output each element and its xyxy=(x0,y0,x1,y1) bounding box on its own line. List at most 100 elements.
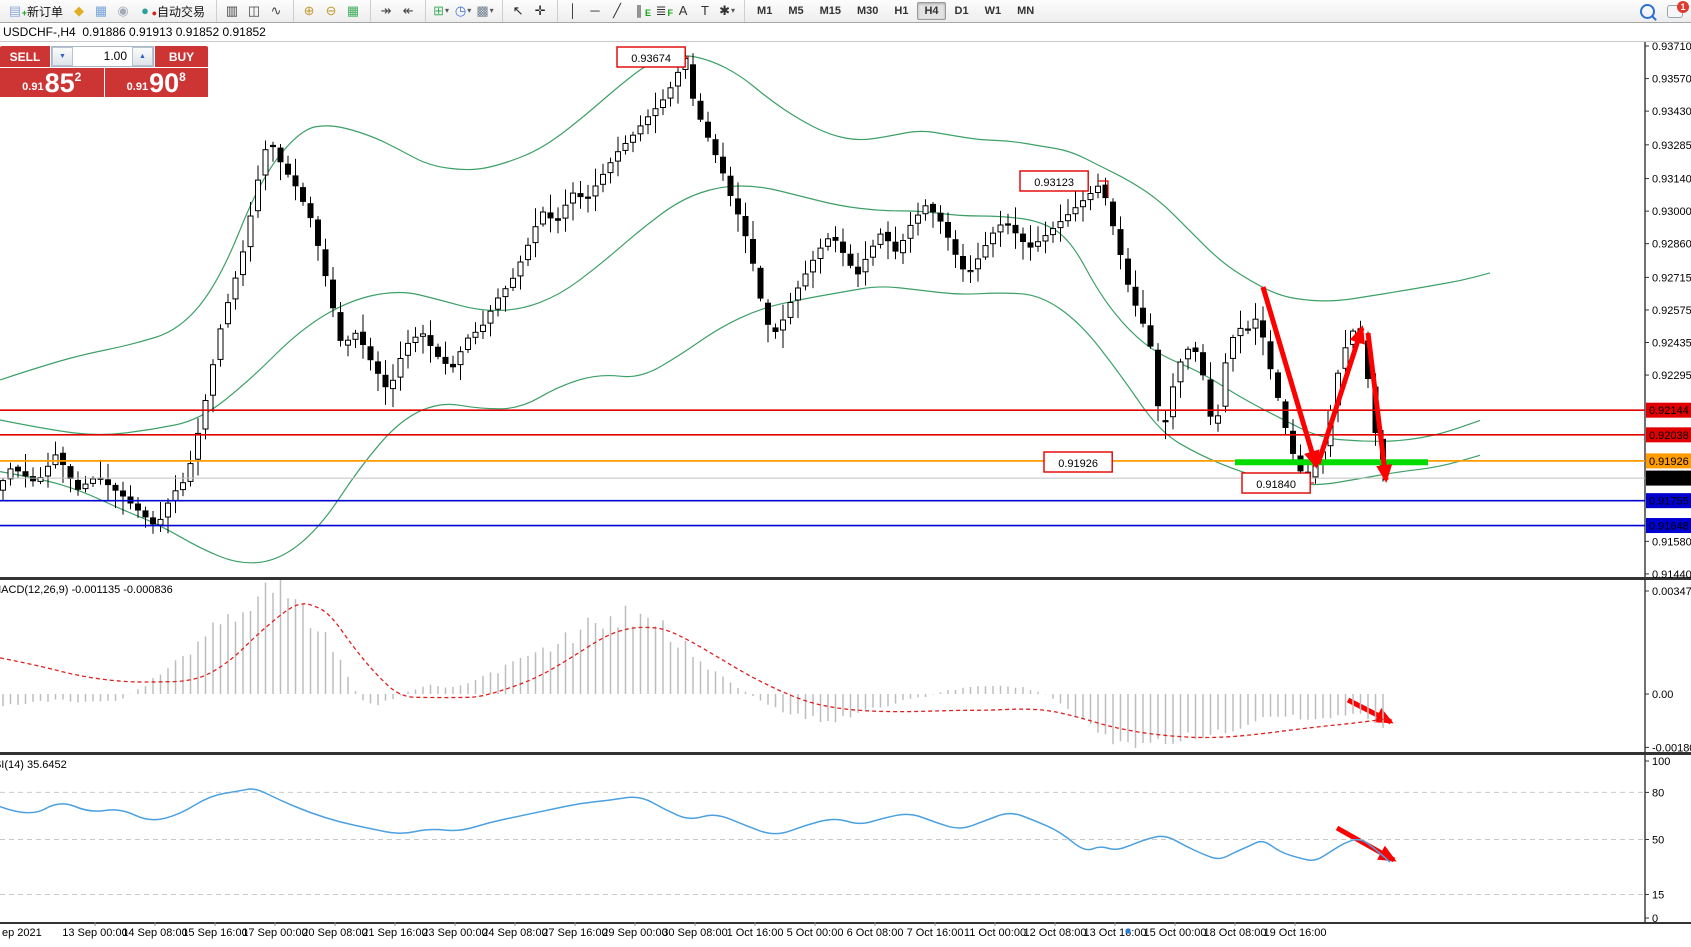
price-axis-tick: 0.93570 xyxy=(1652,74,1691,86)
bar-chart-button[interactable]: ▥ xyxy=(225,3,239,18)
trend-arrow[interactable] xyxy=(1346,697,1394,725)
chart-top-border xyxy=(0,41,1691,42)
buy-price-display[interactable]: 0.91 90 8 xyxy=(104,68,208,98)
zoom-in-button[interactable]: ⊕ xyxy=(303,3,315,18)
candlestick-button[interactable]: ◫ xyxy=(247,3,261,18)
toolbar-group: ↠ ↞ xyxy=(370,0,423,22)
rsi-axis-tick: 80 xyxy=(1652,787,1664,799)
profiles-button[interactable]: ◷ ▾ xyxy=(454,3,472,18)
chart-shift-button[interactable]: ↞ xyxy=(402,3,414,18)
price-axis-label: 0.92144 xyxy=(1649,405,1689,417)
volume-increase-button[interactable]: ▲ xyxy=(132,47,153,66)
macd-histogram xyxy=(2,580,1384,748)
trend-arrow[interactable] xyxy=(1335,825,1397,863)
timeframe-m30[interactable]: M30 xyxy=(857,5,879,17)
new-order-button[interactable]: ▤ + xyxy=(8,3,27,18)
chart-price-label-box[interactable] xyxy=(1241,472,1311,494)
time-axis-label: ep 2021 xyxy=(2,927,42,939)
toolbar-group: ⊕ ⊖ ▦ xyxy=(293,0,368,22)
line-chart-button[interactable]: ∿ xyxy=(270,3,282,18)
crosshair-button[interactable]: ✛ xyxy=(534,3,546,18)
volume-decrease-button[interactable]: ▼ xyxy=(52,47,73,66)
time-axis-label: 5 Oct 00:00 xyxy=(787,927,844,939)
macd-signal-line xyxy=(0,603,1389,739)
toolbar-group: ↖ ✛ xyxy=(502,0,555,22)
timeframe-h1[interactable]: H1 xyxy=(894,5,909,17)
channel-button[interactable]: ∥ E xyxy=(635,3,652,18)
chart-price-label-box[interactable] xyxy=(616,46,686,68)
time-axis-label: 11 Oct 00:00 xyxy=(964,927,1026,939)
time-axis-label: 24 Sep 08:00 xyxy=(482,927,547,939)
autoscroll-button[interactable]: ↠ xyxy=(380,3,392,18)
trendline-button[interactable]: ╱ xyxy=(613,3,621,18)
chart-price-label: 0.91840 xyxy=(1256,479,1296,491)
main-toolbar: ▤ + 新订单 ◆ ▦ ◉ ● ● 自动交易 ▥ ◫ ∿ ⊕ ⊖ ▦ ↠ ↞ ⊞ ▾ ◷ ▾ ▩ ▾ ↖ ✛ │ ─ ╱ ∥ E ≣ F A T ✱… xyxy=(0,0,1691,23)
price-axis-label-box xyxy=(1646,518,1691,534)
time-axis-label: 21 Sep 16:00 xyxy=(362,927,427,939)
price-axis-tick: 0.93285 xyxy=(1652,140,1691,152)
new-chart-button[interactable]: ⊞ ▾ xyxy=(433,3,449,18)
new-order-button-label[interactable]: 新订单 xyxy=(27,4,64,19)
price-axis-label: 0.91755 xyxy=(1649,496,1689,508)
tile-windows-button[interactable]: ▦ xyxy=(346,3,360,18)
chat-icon[interactable]: 1 xyxy=(1667,0,1689,18)
quote-ohlc: USDCHF-,H4 0.91886 0.91913 0.91852 0.918… xyxy=(3,25,266,39)
macd-panel-separator[interactable] xyxy=(0,577,1691,580)
sell-price-display[interactable]: 0.91 85 2 xyxy=(0,68,104,97)
hline-button[interactable]: ─ xyxy=(590,3,600,18)
price-axis-tick: 0.92715 xyxy=(1652,272,1691,284)
axis-marker-dot xyxy=(1125,928,1131,934)
templates-button[interactable]: ▩ ▾ xyxy=(476,3,494,18)
zoom-out-button[interactable]: ⊖ xyxy=(325,3,337,18)
autotrade-button[interactable]: ● ● xyxy=(141,3,158,18)
trend-arrow[interactable] xyxy=(1315,325,1365,465)
rsi-axis-tick: 100 xyxy=(1652,756,1670,768)
bollinger-upper xyxy=(0,55,1491,381)
time-axis-label: 19 Oct 16:00 xyxy=(1264,927,1327,939)
time-axis-label: 1 Oct 16:00 xyxy=(727,927,784,939)
rsi-panel-separator[interactable] xyxy=(0,752,1691,755)
chart-price-label-box[interactable] xyxy=(1043,451,1113,473)
price-axis-tick: 0.92295 xyxy=(1652,370,1691,382)
sell-button[interactable]: SELL xyxy=(0,46,50,67)
chart-price-label: 0.91926 xyxy=(1058,458,1098,470)
macd-axis-tick: 0.00 xyxy=(1652,689,1673,701)
one-click-trade-panel: SELL ▼ 1.00 ▲ BUY 0.91 85 2 0.91 90 8 xyxy=(0,46,208,98)
accounts-icon[interactable]: ▦ xyxy=(94,3,108,18)
vline-button[interactable]: │ xyxy=(568,3,578,18)
autotrade-button-label[interactable]: 自动交易 xyxy=(157,4,206,19)
deposit-icon[interactable]: ◆ xyxy=(74,3,85,18)
price-axis-label: 0.91926 xyxy=(1649,456,1689,468)
buy-button[interactable]: BUY xyxy=(155,46,208,67)
trend-arrow[interactable] xyxy=(1260,286,1320,469)
timeframe-d1[interactable]: D1 xyxy=(954,5,969,17)
signals-icon[interactable]: ◉ xyxy=(117,3,129,18)
chart-price-label-box[interactable] xyxy=(1019,170,1089,192)
trend-arrow[interactable] xyxy=(1365,332,1393,483)
rsi-axis-tick: 15 xyxy=(1652,889,1664,901)
toolbar-group: ⊞ ▾ ◷ ▾ ▩ ▾ xyxy=(425,0,500,22)
timeframe-m15[interactable]: M15 xyxy=(819,5,841,17)
cursor-button[interactable]: ↖ xyxy=(512,3,524,18)
label-button[interactable]: T xyxy=(701,3,709,18)
bollinger-middle xyxy=(0,185,1481,442)
buy-price-big: 90 xyxy=(149,68,180,98)
text-button[interactable]: A xyxy=(678,3,688,18)
timeframe-h4[interactable]: H4 xyxy=(917,2,946,20)
price-axis-tick: 0.93140 xyxy=(1652,174,1691,186)
fibonacci-button[interactable]: ≣ F xyxy=(655,3,674,18)
shapes-button[interactable]: ✱ ▾ xyxy=(719,3,735,18)
search-icon[interactable] xyxy=(1640,3,1655,19)
timeframe-mn[interactable]: MN xyxy=(1017,5,1035,17)
timeframe-m5[interactable]: M5 xyxy=(788,5,804,17)
sell-price-small: 0.91 xyxy=(22,81,44,93)
time-axis-label: 15 Sep 16:00 xyxy=(182,927,247,939)
volume-value[interactable]: 1.00 xyxy=(103,49,127,63)
time-axis-label: 18 Oct 08:00 xyxy=(1204,927,1267,939)
chart-price-label: 0.93123 xyxy=(1034,177,1074,189)
timeframe-m1[interactable]: M1 xyxy=(757,5,773,17)
candles-layer xyxy=(0,52,1386,534)
timeframe-w1[interactable]: W1 xyxy=(984,5,1002,17)
